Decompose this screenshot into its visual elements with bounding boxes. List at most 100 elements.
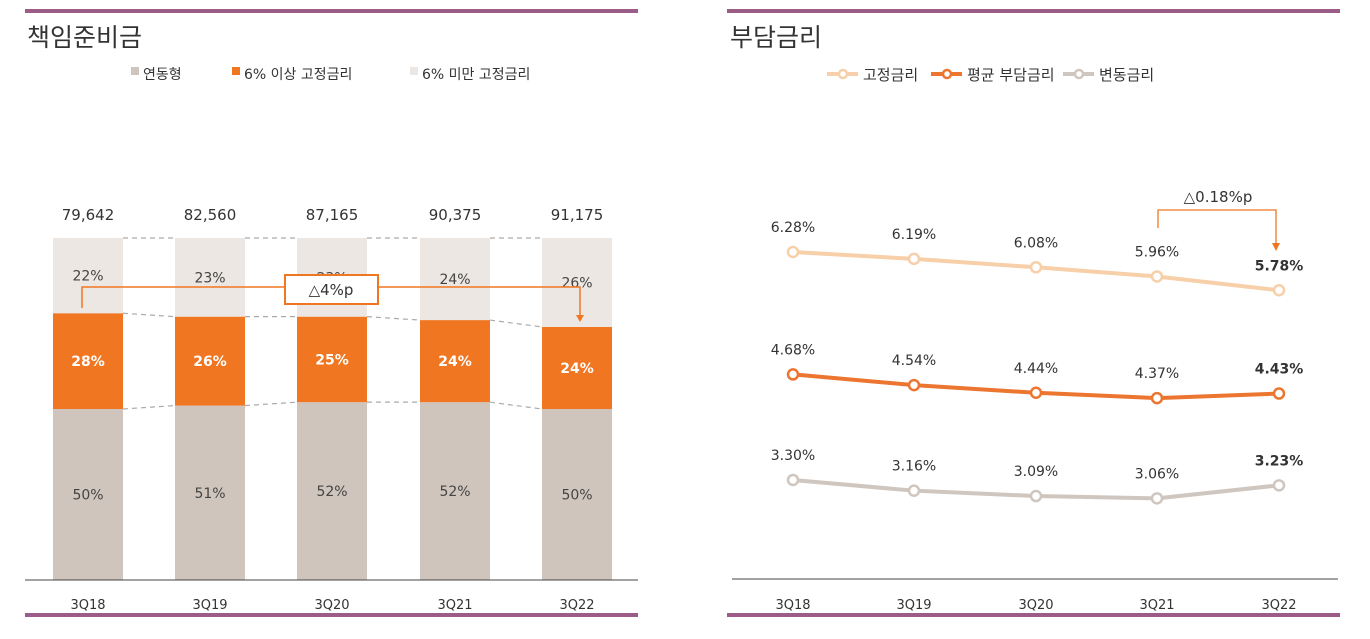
bar-segment (420, 238, 490, 321)
total-label: 90,375 (429, 206, 482, 224)
data-label: 3.16% (892, 459, 936, 475)
data-label: 52% (439, 484, 470, 500)
top-accent-bar-left (25, 9, 638, 13)
data-label: 52% (316, 484, 347, 500)
bar-segment (297, 402, 367, 580)
legend-label: 평균 부담금리 (967, 66, 1055, 84)
connector-line (122, 404, 176, 410)
annotation-arrowhead (576, 315, 584, 322)
data-label: 26% (193, 354, 227, 370)
annotation-label: △4%p (309, 281, 354, 299)
total-label: 87,165 (306, 206, 359, 224)
legend-label: 연동형 (143, 67, 182, 83)
chart-title: 책임준비금 (27, 23, 142, 52)
data-label: 22% (72, 269, 103, 285)
connector-line (489, 319, 543, 328)
data-label: 25% (315, 352, 349, 368)
connector-line (244, 401, 298, 407)
legend-swatch (232, 67, 240, 75)
data-label: 50% (561, 488, 592, 504)
data-point (1272, 387, 1286, 400)
legend-label: 6% 이상 고정금리 (244, 67, 352, 83)
bar-segment (53, 409, 123, 580)
data-label: 28% (71, 354, 105, 370)
bar-segment (297, 316, 367, 403)
annotation-label: △0.18%p (1184, 188, 1253, 206)
connector-line (366, 316, 421, 321)
data-label: 5.78% (1255, 258, 1304, 274)
data-point (907, 252, 921, 266)
data-label: 4.43% (1255, 362, 1304, 378)
data-label: 6.19% (892, 227, 936, 243)
bar-segment (542, 409, 612, 580)
data-label: 4.54% (892, 353, 936, 369)
legend-label: 고정금리 (863, 66, 918, 84)
bar-segment (175, 238, 245, 317)
legend-marker (941, 68, 953, 80)
connector-line (489, 401, 543, 410)
bar-segment (53, 238, 123, 314)
legend-swatch (410, 67, 418, 75)
bar-segment (53, 313, 123, 409)
annotation-arrowhead (1272, 243, 1280, 251)
data-point (786, 473, 800, 487)
annotation-bracket (1157, 209, 1277, 245)
top-accent-bar-right (727, 9, 1340, 13)
data-point (1150, 492, 1164, 505)
bar-segment (542, 238, 612, 327)
data-point (1272, 284, 1286, 297)
data-point (907, 378, 921, 392)
data-label: 3.23% (1255, 453, 1304, 469)
bar-segment (542, 326, 612, 409)
legend-label: 변동금리 (1099, 66, 1154, 84)
data-label: 26% (561, 275, 592, 291)
total-label: 79,642 (62, 206, 115, 224)
data-point (1029, 261, 1043, 274)
x-tick-label: 3Q19 (896, 598, 931, 613)
data-label: 50% (72, 488, 103, 504)
x-tick-label: 3Q22 (559, 598, 594, 613)
bottom-accent-bar-right (727, 613, 1340, 617)
total-label: 91,175 (551, 206, 604, 224)
total-label: 82,560 (184, 206, 237, 224)
x-tick-label: 3Q20 (314, 598, 349, 613)
x-tick-label: 3Q19 (192, 598, 227, 613)
x-tick-label: 3Q20 (1018, 598, 1053, 613)
annotation-box (284, 274, 379, 305)
data-label: 4.44% (1014, 361, 1058, 377)
data-label: 3.30% (771, 448, 815, 464)
x-tick-label: 3Q21 (1139, 598, 1174, 613)
data-label: 3.09% (1014, 464, 1058, 480)
data-label: 5.96% (1135, 244, 1179, 260)
bottom-accent-bar-left (25, 613, 638, 617)
bar-segment (175, 405, 245, 580)
legend-swatch (131, 67, 139, 75)
data-label: 24% (439, 272, 470, 288)
data-point (1029, 386, 1043, 400)
x-tick-label: 3Q21 (437, 598, 472, 613)
x-tick-label: 3Q18 (775, 598, 810, 613)
legend-marker (1073, 68, 1085, 80)
data-point (1150, 270, 1164, 283)
data-point (1272, 479, 1286, 492)
data-point (1150, 391, 1164, 405)
data-label: 6.08% (1014, 235, 1058, 251)
data-label: 3.06% (1135, 466, 1179, 482)
data-point (907, 484, 921, 497)
legend-marker (837, 68, 849, 80)
x-tick-label: 3Q18 (70, 598, 105, 613)
data-label: 6.28% (771, 220, 815, 236)
data-label: 4.37% (1135, 366, 1179, 382)
data-point (786, 368, 800, 381)
data-point (786, 245, 800, 259)
bar-segment (420, 320, 490, 403)
data-label: 24% (560, 361, 594, 377)
data-point (1029, 489, 1043, 503)
bar-segment (175, 316, 245, 406)
data-label: 51% (194, 486, 225, 502)
connector-line (122, 312, 176, 318)
legend-label: 6% 미만 고정금리 (422, 67, 530, 83)
data-label: 24% (438, 354, 472, 370)
